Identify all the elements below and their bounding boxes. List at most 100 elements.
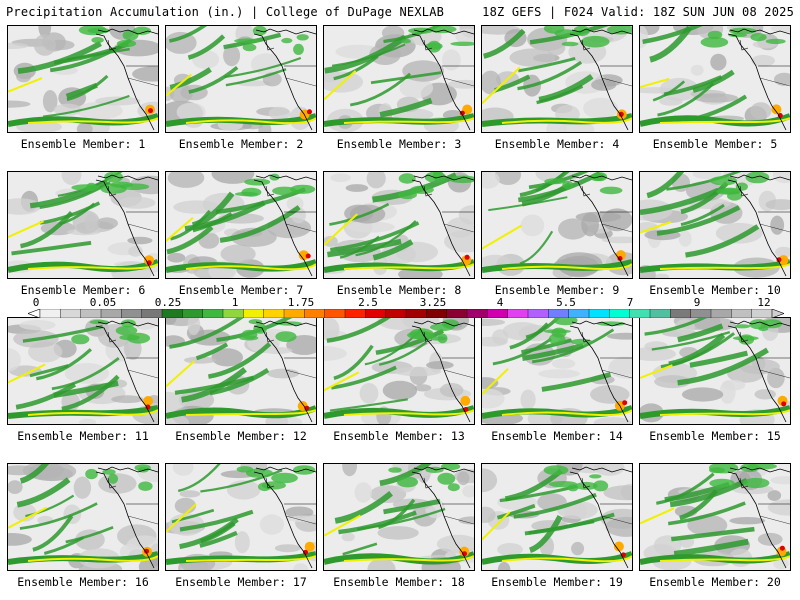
ensemble-member-map — [639, 463, 791, 571]
legend-tick-label: 1.75 — [287, 296, 315, 309]
legend-swatch — [222, 309, 244, 318]
precip-map — [166, 318, 316, 424]
precip-map — [640, 464, 790, 570]
precip-map — [640, 318, 790, 424]
ensemble-member-label: Ensemble Member: 18 — [333, 575, 465, 589]
legend-swatch — [263, 309, 285, 318]
precip-map — [8, 318, 158, 424]
precip-map — [482, 464, 632, 570]
precip-map — [324, 26, 474, 132]
ensemble-member-map — [7, 25, 159, 133]
legend-tick-label: 3.25 — [419, 296, 447, 309]
map-title: Precipitation Accumulation (in.) | Colle… — [6, 5, 445, 19]
legend-tick-label: 0.25 — [154, 296, 182, 309]
legend-swatch — [121, 309, 143, 318]
legend-tick-label: 5.5 — [556, 296, 576, 309]
ensemble-member-map — [7, 463, 159, 571]
ensemble-member-label: Ensemble Member: 12 — [175, 429, 307, 443]
legend-swatch — [670, 309, 692, 318]
ensemble-member-map — [639, 171, 791, 279]
legend-tick-label: 9 — [693, 296, 701, 309]
ensemble-member-label: Ensemble Member: 4 — [494, 137, 620, 151]
ensemble-member-map — [323, 25, 475, 133]
legend-swatch — [324, 309, 346, 318]
legend-swatch — [751, 309, 773, 318]
precip-map — [8, 172, 158, 278]
ensemble-member-map — [481, 463, 633, 571]
legend-swatch — [283, 309, 305, 318]
legend-swatch — [507, 309, 529, 318]
ensemble-member-label: Ensemble Member: 5 — [652, 137, 778, 151]
legend-tick-label: 2.5 — [358, 296, 378, 309]
ensemble-member-map — [481, 317, 633, 425]
legend-swatch — [141, 309, 163, 318]
legend-swatch — [385, 309, 407, 318]
precip-map — [166, 172, 316, 278]
precip-map — [166, 26, 316, 132]
legend-swatch — [446, 309, 468, 318]
ensemble-member-map — [639, 317, 791, 425]
ensemble-member-map — [7, 317, 159, 425]
ensemble-member-label: Ensemble Member: 10 — [649, 283, 781, 297]
ensemble-member-label: Ensemble Member: 17 — [175, 575, 307, 589]
ensemble-member-label: Ensemble Member: 9 — [494, 283, 620, 297]
precip-map — [482, 26, 632, 132]
legend-swatch — [39, 309, 61, 318]
ensemble-member-map — [165, 463, 317, 571]
legend-swatch — [304, 309, 326, 318]
precip-map — [324, 464, 474, 570]
legend-swatch — [466, 309, 488, 318]
legend-swatch — [60, 309, 82, 318]
precip-map — [166, 464, 316, 570]
precip-map — [482, 172, 632, 278]
legend-tick-label: 12 — [757, 296, 771, 309]
legend-tick-label: 0.05 — [89, 296, 117, 309]
legend-swatch — [344, 309, 366, 318]
ensemble-member-label: Ensemble Member: 13 — [333, 429, 465, 443]
legend-swatch — [100, 309, 122, 318]
legend-swatch — [527, 309, 549, 318]
ensemble-member-map — [7, 171, 159, 279]
legend-swatch — [365, 309, 387, 318]
legend-swatch — [487, 309, 509, 318]
legend-swatch — [405, 309, 427, 318]
ensemble-member-map — [481, 25, 633, 133]
precip-map — [324, 172, 474, 278]
ensemble-member-label: Ensemble Member: 3 — [336, 137, 462, 151]
ensemble-member-map — [323, 171, 475, 279]
legend-swatch — [426, 309, 448, 318]
legend-swatch — [609, 309, 631, 318]
color-scale-legend: 0 0.05 0.25 1 1.75 2.5 3.25 4 5.5 7 9 12 — [28, 296, 784, 320]
ensemble-member-map — [165, 171, 317, 279]
legend-color-bar — [28, 309, 784, 318]
ensemble-member-label: Ensemble Member: 11 — [17, 429, 149, 443]
legend-tick-label: 0 — [32, 296, 40, 309]
legend-swatch — [568, 309, 590, 318]
precip-map — [482, 318, 632, 424]
legend-arrow-left — [28, 309, 41, 318]
precip-map — [640, 172, 790, 278]
legend-swatch — [182, 309, 204, 318]
precip-map — [8, 464, 158, 570]
legend-tick-label: 1 — [231, 296, 239, 309]
legend-swatch — [690, 309, 712, 318]
legend-tick-label: 7 — [626, 296, 634, 309]
ensemble-member-map — [165, 317, 317, 425]
ensemble-member-label: Ensemble Member: 20 — [649, 575, 781, 589]
legend-swatch — [710, 309, 732, 318]
legend-swatch — [548, 309, 570, 318]
legend-swatch — [588, 309, 610, 318]
model-run-info: 18Z GEFS | F024 Valid: 18Z SUN JUN 08 20… — [482, 5, 794, 19]
ensemble-member-label: Ensemble Member: 2 — [178, 137, 304, 151]
ensemble-member-label: Ensemble Member: 16 — [17, 575, 149, 589]
precip-map — [640, 26, 790, 132]
ensemble-member-map — [481, 171, 633, 279]
legend-swatch — [243, 309, 265, 318]
precip-map — [324, 318, 474, 424]
ensemble-member-map — [165, 25, 317, 133]
ensemble-member-label: Ensemble Member: 14 — [491, 429, 623, 443]
ensemble-member-map — [639, 25, 791, 133]
ensemble-member-label: Ensemble Member: 6 — [20, 283, 146, 297]
legend-swatch — [80, 309, 102, 318]
